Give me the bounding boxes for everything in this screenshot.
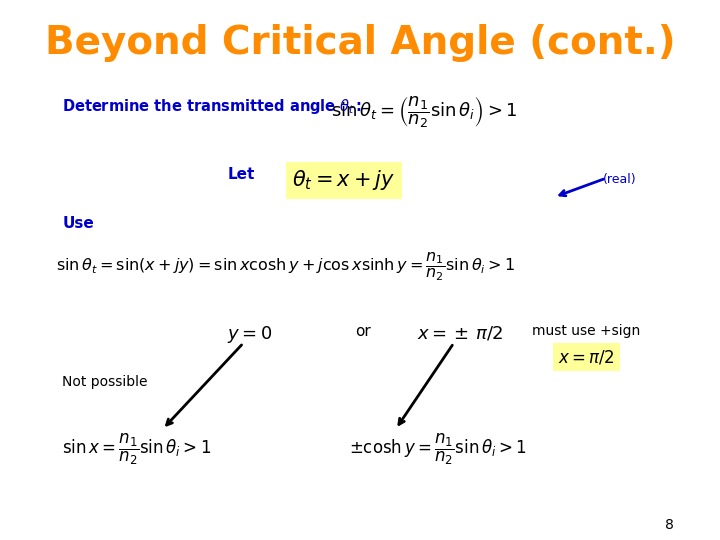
Text: or: or — [356, 324, 371, 339]
Text: 8: 8 — [665, 518, 674, 532]
Text: Use: Use — [62, 216, 94, 231]
Text: $y = 0$: $y = 0$ — [228, 324, 273, 345]
Text: Determine the transmitted angle $\theta_t\,$:: Determine the transmitted angle $\theta_… — [62, 97, 362, 116]
Text: $\pm\cosh y = \dfrac{n_1}{n_2}\sin\theta_i > 1$: $\pm\cosh y = \dfrac{n_1}{n_2}\sin\theta… — [348, 432, 526, 467]
Text: Beyond Critical Angle (cont.): Beyond Critical Angle (cont.) — [45, 24, 675, 62]
Text: (real): (real) — [603, 173, 636, 186]
Text: Not possible: Not possible — [62, 375, 148, 389]
Text: $x = \pm\,\pi/2$: $x = \pm\,\pi/2$ — [417, 324, 503, 342]
Text: $\sin x = \dfrac{n_1}{n_2}\sin\theta_i > 1$: $\sin x = \dfrac{n_1}{n_2}\sin\theta_i >… — [62, 432, 211, 467]
Text: $\theta_t = x + jy$: $\theta_t = x + jy$ — [292, 168, 395, 192]
Text: must use +sign: must use +sign — [533, 324, 641, 338]
Text: $\sin\theta_t = \left(\dfrac{n_1}{n_2}\sin\theta_i\right) > 1$: $\sin\theta_t = \left(\dfrac{n_1}{n_2}\s… — [331, 94, 518, 130]
Text: $\sin\theta_t = \sin(x+jy) = \sin x\cosh y + j\cos x\sinh y = \dfrac{n_1}{n_2}\s: $\sin\theta_t = \sin(x+jy) = \sin x\cosh… — [55, 251, 515, 284]
Text: Let: Let — [228, 167, 255, 183]
Text: $x = \pi/2$: $x = \pi/2$ — [558, 348, 615, 366]
